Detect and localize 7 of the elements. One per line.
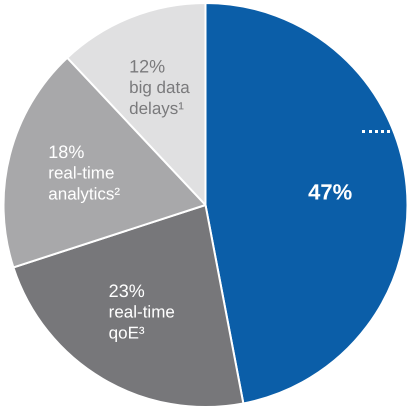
data-label: 18% <box>48 142 84 162</box>
slice-label: real-time qoE³ <box>108 302 175 342</box>
slice-label: big data delays¹ <box>129 78 190 118</box>
data-label: 23% <box>108 280 145 301</box>
slice-label: real-time analytics² <box>48 164 120 204</box>
data-label: 47% <box>308 179 352 204</box>
data-label: 12% <box>129 56 166 77</box>
